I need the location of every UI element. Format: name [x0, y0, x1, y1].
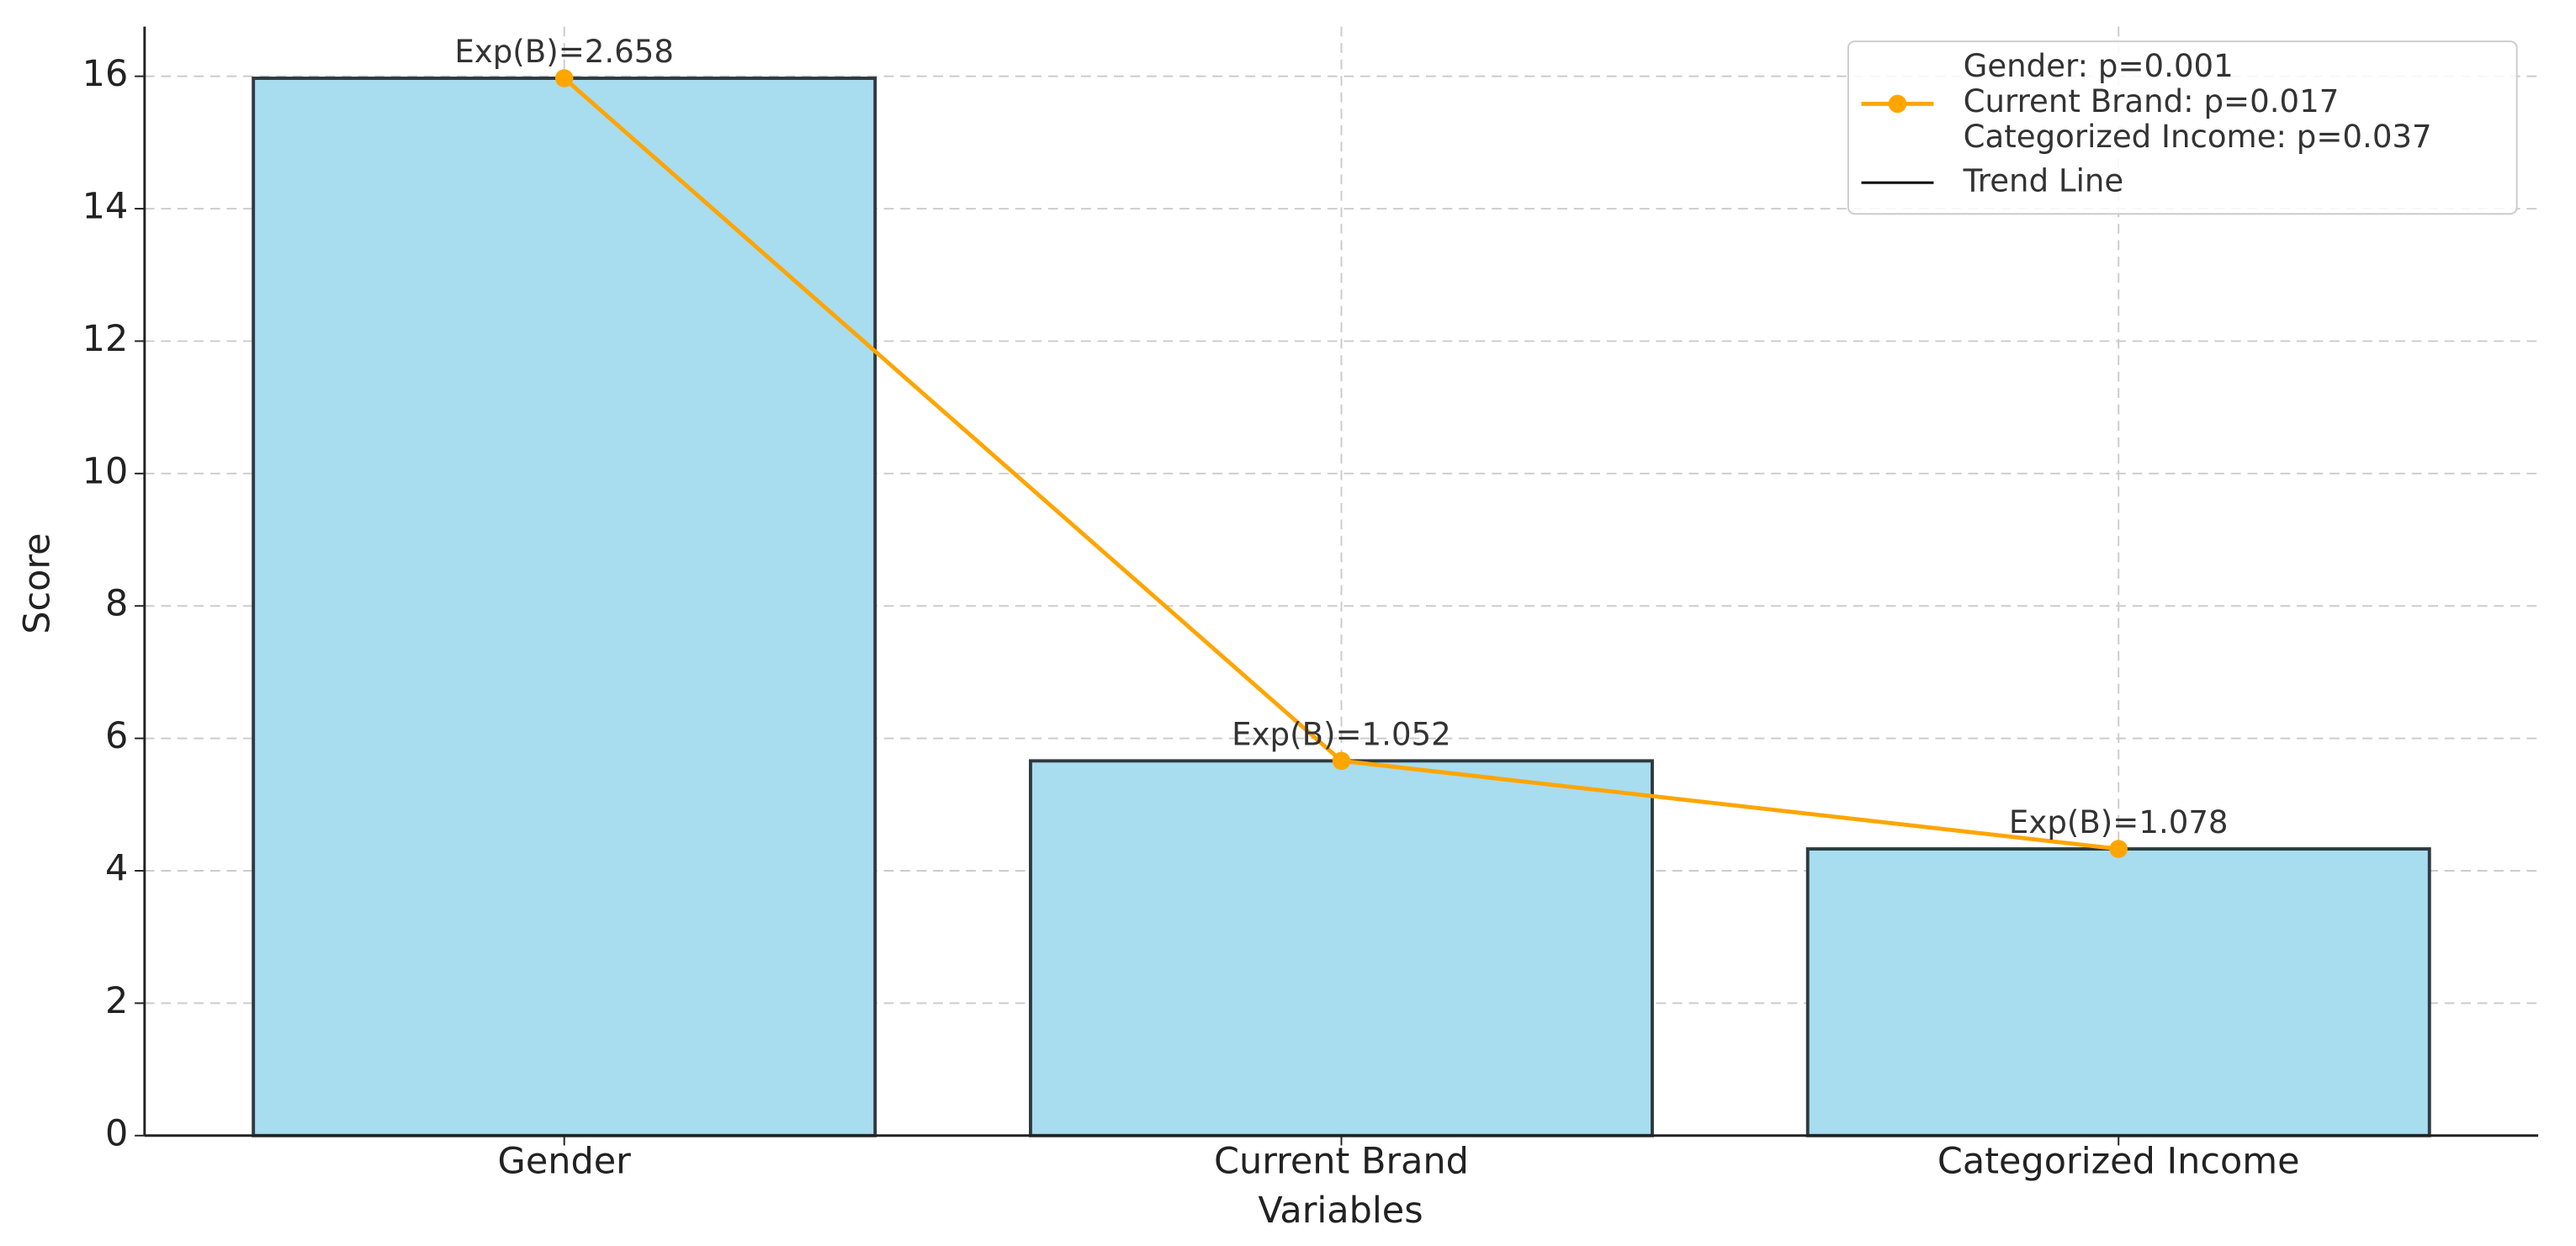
legend-box — [1847, 40, 2518, 215]
x-tick-label: Current Brand — [1214, 1140, 1469, 1182]
bar — [252, 77, 877, 1137]
y-tick-label: 6 — [105, 715, 128, 757]
annotation: Exp(B)=2.658 — [454, 34, 674, 70]
x-tick-label: Gender — [498, 1140, 632, 1182]
line-marker — [2109, 840, 2128, 858]
legend-label: Current Brand: p=0.017 — [1964, 83, 2340, 119]
y-tick-label: 14 — [82, 186, 129, 228]
y-tick-label: 12 — [82, 318, 129, 360]
bar — [1029, 759, 1654, 1137]
y-tick-label: 2 — [105, 980, 128, 1022]
legend-label: Categorized Income: p=0.037 — [1964, 119, 2432, 155]
line-marker — [1332, 751, 1351, 771]
x-axis-label: Variables — [1258, 1190, 1423, 1232]
annotation: Exp(B)=1.078 — [2009, 804, 2229, 840]
y-tick-label: 8 — [105, 583, 128, 625]
legend-marker — [1888, 94, 1907, 114]
y-axis-label: Score — [16, 533, 58, 634]
y-tick-label: 10 — [82, 450, 129, 492]
x-tick-label: Categorized Income — [1937, 1140, 2300, 1182]
legend-label: Trend Line — [1963, 163, 2124, 199]
bar — [1805, 847, 2431, 1137]
annotation: Exp(B)=1.052 — [1232, 717, 1451, 753]
y-tick-label: 16 — [82, 53, 129, 95]
legend-label: Gender: p=0.001 — [1964, 48, 2234, 84]
y-tick-label: 0 — [105, 1112, 128, 1154]
line-marker — [554, 69, 574, 87]
y-tick-label: 4 — [105, 847, 128, 889]
